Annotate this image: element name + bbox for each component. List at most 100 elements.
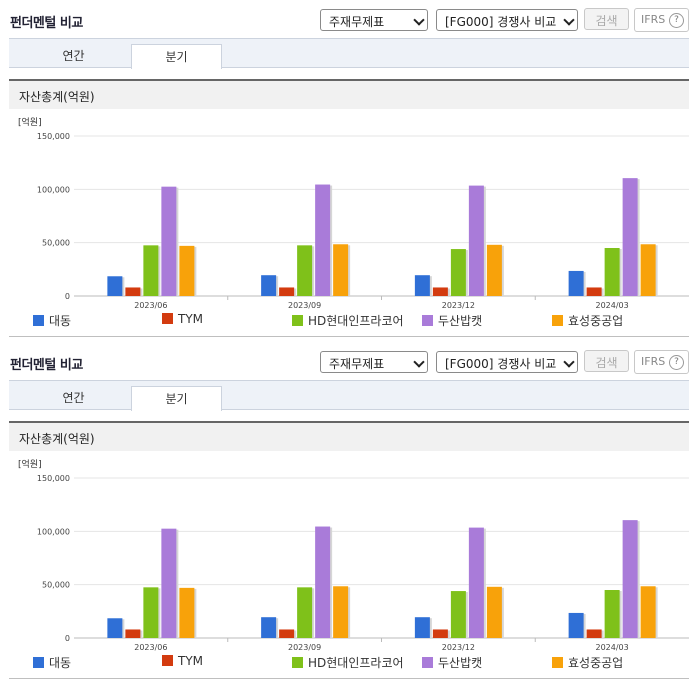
legend-swatch <box>33 315 44 326</box>
ifrs-label: IFRS <box>641 13 666 26</box>
search-button[interactable]: 검색 <box>584 8 629 30</box>
bar <box>468 185 484 296</box>
bar <box>568 270 584 296</box>
tab-quarter[interactable]: 분기 <box>131 44 222 69</box>
y-tick-label: 50,000 <box>42 239 70 248</box>
legend-label: 두산밥캣 <box>438 314 483 328</box>
legend-label: 대동 <box>49 656 72 670</box>
bar <box>279 629 295 638</box>
bar <box>604 248 620 296</box>
bar <box>261 275 277 296</box>
statement-select[interactable]: 주재무제표 <box>320 351 428 373</box>
x-tick-label: 2024/03 <box>596 301 629 310</box>
bar <box>315 184 331 296</box>
chevron-down-icon <box>413 14 425 26</box>
bar <box>161 528 177 638</box>
legend-swatch <box>422 315 433 326</box>
legend-label: 대동 <box>49 314 72 328</box>
x-tick-label: 2023/12 <box>442 301 475 310</box>
tab-annual[interactable]: 연간 <box>62 49 85 63</box>
legend-item[interactable]: 효성중공업 <box>552 312 623 329</box>
section-title: 자산총계(억원) <box>9 79 689 109</box>
bar <box>640 586 656 638</box>
bar <box>107 276 123 296</box>
statement-select-value: 주재무제표 <box>329 357 385 371</box>
legend-label: 효성중공업 <box>568 656 624 670</box>
legend-swatch <box>162 313 173 324</box>
search-button[interactable]: 검색 <box>584 350 629 372</box>
bar <box>161 186 177 296</box>
legend-swatch <box>292 657 303 668</box>
help-icon[interactable]: ? <box>669 13 684 28</box>
legend-item[interactable]: HD현대인프라코어 <box>292 312 404 329</box>
help-icon[interactable]: ? <box>669 355 684 370</box>
legend-item[interactable]: 대동 <box>33 654 71 671</box>
bar <box>297 587 313 638</box>
compare-select[interactable]: [FG000] 경쟁사 비교 <box>436 9 578 31</box>
bar <box>333 244 349 296</box>
tab-annual[interactable]: 연간 <box>62 391 85 405</box>
y-tick-label: 150,000 <box>37 132 70 141</box>
period-tabs: 연간 분기 <box>9 38 689 69</box>
bar <box>450 591 466 638</box>
legend-item[interactable]: TYM <box>162 312 203 326</box>
x-tick-label: 2023/12 <box>442 643 475 652</box>
y-tick-label: 0 <box>65 634 70 643</box>
divider <box>9 678 689 679</box>
legend-swatch <box>552 315 563 326</box>
chevron-down-icon <box>413 356 425 368</box>
legend-label: HD현대인프라코어 <box>308 656 404 670</box>
bar <box>450 249 466 296</box>
legend-item[interactable]: 효성중공업 <box>552 654 623 671</box>
bar <box>414 617 430 638</box>
bar <box>261 617 277 638</box>
bar <box>486 586 502 638</box>
legend-swatch <box>162 655 173 666</box>
panel-header: 펀더멘털 비교 주재무제표 [FG000] 경쟁사 비교 검색 IFRS ? <box>0 0 696 38</box>
legend-label: TYM <box>178 312 204 326</box>
compare-select[interactable]: [FG000] 경쟁사 비교 <box>436 351 578 373</box>
legend-swatch <box>292 315 303 326</box>
bar <box>179 587 195 638</box>
bar <box>568 612 584 638</box>
legend-item[interactable]: 두산밥캣 <box>422 312 482 329</box>
bar <box>315 526 331 638</box>
panel-title: 펀더멘털 비교 <box>10 358 83 373</box>
legend-label: 효성중공업 <box>568 314 624 328</box>
bar <box>586 629 602 638</box>
legend-item[interactable]: TYM <box>162 654 203 668</box>
bar <box>333 586 349 638</box>
x-tick-label: 2023/09 <box>288 643 321 652</box>
compare-select-value: [FG000] 경쟁사 비교 <box>445 15 557 29</box>
x-tick-label: 2024/03 <box>596 643 629 652</box>
x-tick-label: 2023/09 <box>288 301 321 310</box>
legend-label: 두산밥캣 <box>438 656 483 670</box>
statement-select[interactable]: 주재무제표 <box>320 9 428 31</box>
x-tick-label: 2023/06 <box>134 301 167 310</box>
unit-label: [억원] <box>18 458 42 470</box>
legend-swatch <box>33 657 44 668</box>
total-assets-chart: [억원] 150,000 100,000 50,000 0 2023/06 2023/09 2… <box>18 116 689 310</box>
legend-item[interactable]: HD현대인프라코어 <box>292 654 404 671</box>
ifrs-button[interactable]: IFRS ? <box>634 8 689 32</box>
tab-quarter[interactable]: 분기 <box>131 386 222 411</box>
divider <box>9 336 689 337</box>
statement-select-value: 주재무제표 <box>329 15 385 29</box>
bar <box>297 245 313 296</box>
bar <box>468 527 484 638</box>
bar <box>432 629 448 638</box>
bar <box>143 245 159 296</box>
bar <box>107 618 123 638</box>
ifrs-label: IFRS <box>641 355 666 368</box>
period-tabs: 연간 분기 <box>9 380 689 411</box>
bar <box>622 178 638 296</box>
total-assets-chart: [억원] 150,000 100,000 50,000 0 2023/06 2023/09 2… <box>18 458 689 652</box>
legend-item[interactable]: 대동 <box>33 312 71 329</box>
y-tick-label: 0 <box>65 292 70 301</box>
ifrs-button[interactable]: IFRS ? <box>634 350 689 374</box>
bar <box>586 287 602 296</box>
section-title: 자산총계(억원) <box>9 421 689 451</box>
bar <box>125 629 141 638</box>
bar <box>622 520 638 638</box>
legend-item[interactable]: 두산밥캣 <box>422 654 482 671</box>
